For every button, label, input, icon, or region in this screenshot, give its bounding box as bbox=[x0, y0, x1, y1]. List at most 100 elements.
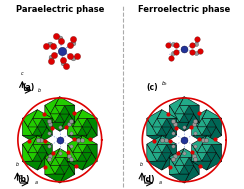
Polygon shape bbox=[184, 114, 199, 131]
Polygon shape bbox=[87, 118, 97, 136]
Polygon shape bbox=[78, 136, 97, 145]
Polygon shape bbox=[157, 153, 166, 161]
Polygon shape bbox=[211, 144, 222, 161]
Polygon shape bbox=[189, 105, 199, 123]
Polygon shape bbox=[67, 135, 87, 144]
Polygon shape bbox=[82, 145, 92, 153]
Polygon shape bbox=[197, 145, 207, 153]
Polygon shape bbox=[33, 110, 52, 119]
Polygon shape bbox=[184, 166, 199, 183]
Polygon shape bbox=[37, 127, 47, 135]
Polygon shape bbox=[169, 149, 184, 166]
Polygon shape bbox=[22, 135, 42, 144]
Polygon shape bbox=[37, 127, 52, 144]
Polygon shape bbox=[37, 153, 52, 170]
Polygon shape bbox=[202, 127, 211, 135]
Polygon shape bbox=[152, 119, 162, 127]
Polygon shape bbox=[78, 110, 97, 119]
Polygon shape bbox=[73, 119, 82, 127]
Polygon shape bbox=[73, 127, 82, 135]
Polygon shape bbox=[87, 144, 97, 161]
Polygon shape bbox=[169, 122, 189, 131]
Polygon shape bbox=[78, 119, 87, 127]
Polygon shape bbox=[180, 106, 189, 114]
Polygon shape bbox=[42, 144, 52, 161]
Polygon shape bbox=[197, 127, 207, 135]
Polygon shape bbox=[169, 174, 189, 183]
Polygon shape bbox=[147, 144, 157, 161]
Polygon shape bbox=[45, 157, 55, 174]
Text: a: a bbox=[159, 180, 162, 185]
Polygon shape bbox=[55, 97, 75, 106]
Polygon shape bbox=[28, 153, 37, 161]
Polygon shape bbox=[180, 97, 199, 106]
Polygon shape bbox=[157, 127, 166, 135]
Polygon shape bbox=[147, 161, 166, 170]
Polygon shape bbox=[55, 158, 64, 166]
Polygon shape bbox=[157, 110, 177, 119]
Polygon shape bbox=[180, 158, 189, 166]
Polygon shape bbox=[192, 161, 211, 170]
Polygon shape bbox=[45, 174, 64, 183]
Polygon shape bbox=[50, 106, 60, 114]
Polygon shape bbox=[45, 122, 64, 131]
Polygon shape bbox=[157, 136, 177, 145]
Polygon shape bbox=[33, 119, 42, 127]
Polygon shape bbox=[60, 158, 69, 166]
Polygon shape bbox=[197, 119, 207, 127]
Polygon shape bbox=[22, 136, 37, 153]
Polygon shape bbox=[189, 157, 199, 174]
Polygon shape bbox=[67, 136, 82, 153]
Text: b: b bbox=[140, 162, 143, 167]
Polygon shape bbox=[184, 106, 194, 114]
Polygon shape bbox=[64, 105, 75, 123]
Polygon shape bbox=[78, 145, 87, 153]
Polygon shape bbox=[55, 106, 64, 114]
Polygon shape bbox=[175, 166, 184, 174]
Polygon shape bbox=[192, 144, 202, 161]
Polygon shape bbox=[60, 106, 69, 114]
Polygon shape bbox=[37, 153, 47, 161]
Polygon shape bbox=[60, 114, 69, 122]
Polygon shape bbox=[166, 144, 177, 161]
Polygon shape bbox=[162, 127, 177, 144]
Polygon shape bbox=[157, 145, 166, 153]
Text: a: a bbox=[35, 180, 38, 185]
Polygon shape bbox=[55, 149, 75, 158]
Polygon shape bbox=[207, 145, 216, 153]
Polygon shape bbox=[192, 136, 207, 153]
Polygon shape bbox=[202, 119, 211, 127]
Polygon shape bbox=[33, 136, 52, 145]
Polygon shape bbox=[202, 110, 222, 119]
Polygon shape bbox=[67, 144, 78, 161]
Polygon shape bbox=[207, 127, 222, 144]
Polygon shape bbox=[207, 153, 222, 170]
Polygon shape bbox=[207, 119, 216, 127]
Polygon shape bbox=[197, 153, 207, 161]
Text: (c): (c) bbox=[147, 83, 158, 91]
Polygon shape bbox=[22, 144, 33, 161]
Polygon shape bbox=[192, 118, 202, 136]
Polygon shape bbox=[50, 158, 60, 166]
Polygon shape bbox=[202, 153, 211, 161]
Text: b: b bbox=[16, 162, 19, 167]
Text: (a): (a) bbox=[22, 83, 35, 91]
Polygon shape bbox=[82, 153, 92, 161]
Polygon shape bbox=[50, 114, 60, 122]
Polygon shape bbox=[45, 105, 55, 123]
Text: Paraelectric phase: Paraelectric phase bbox=[16, 5, 104, 14]
Polygon shape bbox=[192, 110, 207, 127]
Text: c: c bbox=[21, 70, 24, 76]
Polygon shape bbox=[192, 135, 211, 144]
Polygon shape bbox=[162, 153, 177, 170]
Polygon shape bbox=[184, 166, 194, 174]
Polygon shape bbox=[184, 158, 194, 166]
Polygon shape bbox=[22, 110, 37, 127]
Polygon shape bbox=[175, 158, 184, 166]
Polygon shape bbox=[180, 166, 189, 174]
Polygon shape bbox=[175, 114, 184, 122]
Polygon shape bbox=[60, 166, 69, 174]
Polygon shape bbox=[73, 145, 82, 153]
Polygon shape bbox=[82, 127, 97, 144]
Polygon shape bbox=[180, 149, 199, 158]
